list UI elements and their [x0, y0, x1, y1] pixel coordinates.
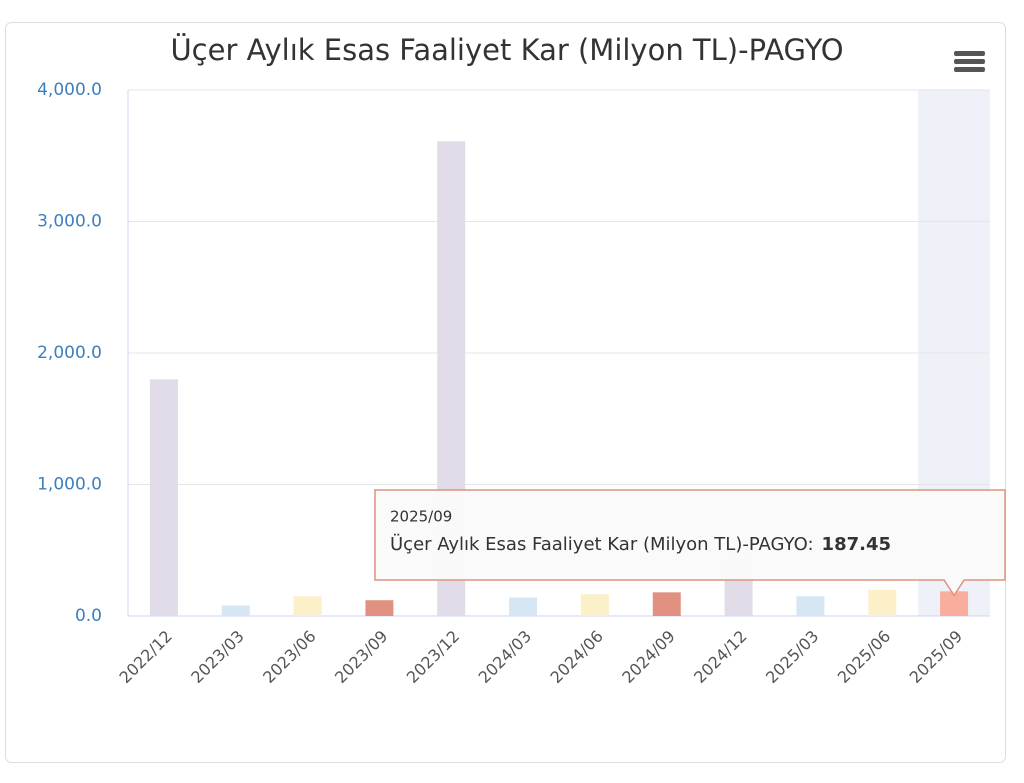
tooltip-value: 187.45 — [822, 534, 891, 555]
menu-button[interactable] — [952, 48, 986, 74]
y-tick-label: 2,000.0 — [37, 343, 102, 363]
tooltip-line: Üçer Aylık Esas Faaliyet Kar (Milyon TL)… — [390, 533, 891, 555]
menu-line[interactable] — [954, 59, 985, 64]
bar — [509, 597, 538, 616]
chart-title: Üçer Aylık Esas Faaliyet Kar (Milyon TL)… — [170, 33, 843, 67]
menu-line[interactable] — [954, 67, 985, 72]
tooltip-separator: : — [807, 534, 813, 555]
bar — [293, 596, 322, 616]
tooltip-box — [374, 489, 1006, 597]
y-tick-label: 0.0 — [75, 606, 102, 626]
bar — [580, 594, 609, 616]
bar — [221, 605, 250, 616]
bar — [868, 589, 897, 616]
tooltip-series-name: Üçer Aylık Esas Faaliyet Kar (Milyon TL)… — [390, 533, 808, 555]
y-tick-label: 1,000.0 — [37, 475, 102, 495]
y-tick-label: 4,000.0 — [37, 80, 102, 100]
tooltip: 2025/09 Üçer Aylık Esas Faaliyet Kar (Mil… — [374, 489, 1006, 597]
menu-line[interactable] — [954, 51, 985, 56]
y-tick-label: 3,000.0 — [37, 212, 102, 232]
bar — [796, 596, 825, 616]
tooltip-category: 2025/09 — [390, 508, 452, 526]
bar — [365, 600, 394, 616]
bar — [652, 592, 681, 616]
bar — [149, 379, 178, 616]
